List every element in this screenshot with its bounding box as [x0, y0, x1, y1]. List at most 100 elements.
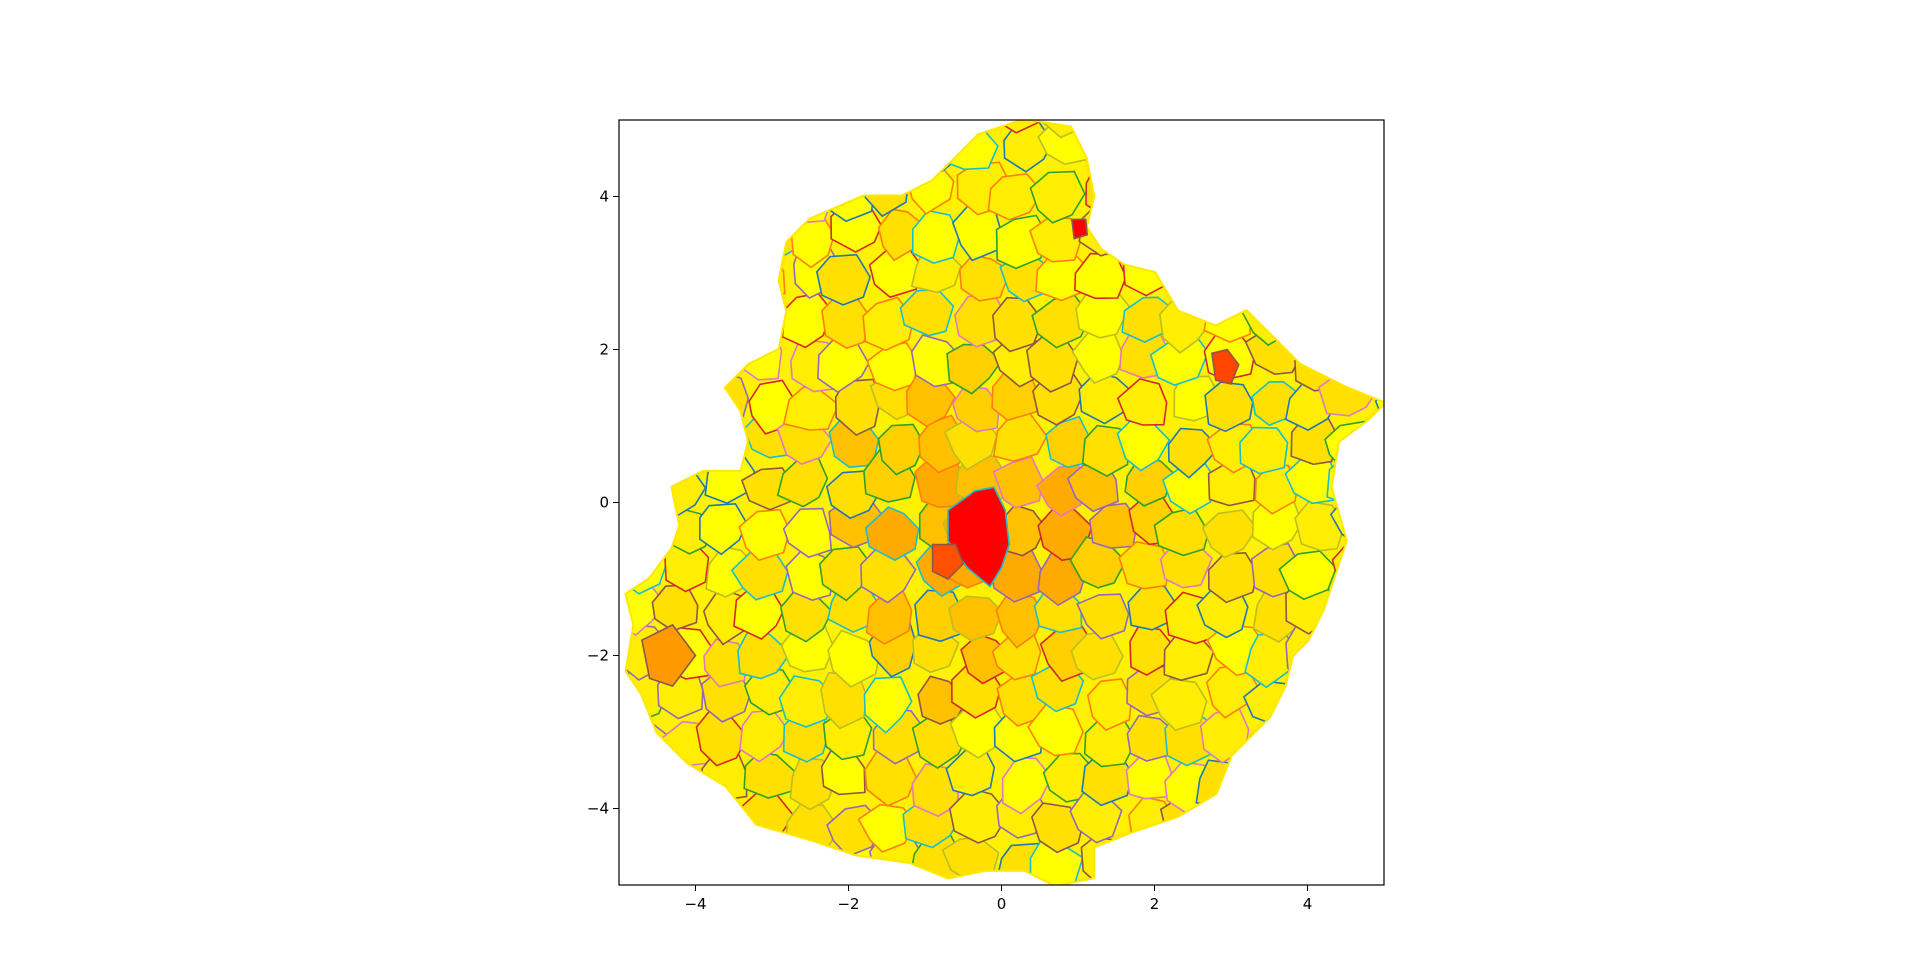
region-cell [1079, 120, 1127, 129]
region-cell [626, 500, 662, 549]
region-cell [1171, 120, 1219, 132]
region-cell [1029, 170, 1086, 224]
region-cell [1294, 286, 1344, 348]
region-cell [1371, 706, 1384, 760]
region-cell [738, 508, 791, 562]
region-cell [1078, 372, 1134, 425]
x-tick-label: 0 [997, 895, 1007, 913]
region-cell [834, 378, 881, 437]
region-cell [1324, 757, 1378, 808]
region-cell [626, 242, 666, 295]
region-cell [663, 120, 711, 137]
region-cell [1204, 381, 1254, 433]
hotspot-east [1211, 348, 1240, 385]
region-cell [666, 120, 713, 174]
region-cell [703, 638, 748, 688]
region-cell [626, 376, 668, 424]
region-cell [995, 591, 1044, 649]
region-cell [1287, 249, 1344, 309]
region-cell [793, 120, 842, 141]
region-cell [912, 209, 961, 264]
region-cell [706, 246, 761, 297]
region-cell [1374, 838, 1384, 885]
region-cell [1245, 120, 1300, 136]
region-cell [1167, 427, 1221, 479]
region-cell [827, 629, 882, 688]
region-cell [1239, 426, 1289, 475]
region-cell [780, 122, 833, 178]
region-cell [1027, 703, 1084, 757]
region-cell [1086, 678, 1133, 732]
region-cell [1363, 204, 1384, 257]
region-cell [1028, 217, 1084, 263]
region-cell [877, 423, 926, 476]
region-cell [626, 415, 666, 462]
region-cell [626, 792, 673, 841]
region-cell [864, 506, 920, 562]
hotspot-north [1070, 218, 1089, 240]
region-cell [857, 803, 917, 853]
plot-area [624, 120, 1384, 885]
region-cell [696, 411, 747, 466]
region-cell [1321, 667, 1377, 719]
x-tick-label: −4 [684, 895, 706, 913]
region-cell [1330, 838, 1381, 885]
region-cell [1207, 551, 1258, 604]
y-tick-label: 2 [599, 341, 609, 359]
region-cell [1153, 168, 1207, 222]
region-cell [1212, 165, 1259, 215]
region-cell [1124, 834, 1173, 885]
region-cell [665, 256, 711, 312]
region-cell [1084, 120, 1139, 167]
region-cell [1339, 342, 1384, 388]
region-cell [1374, 381, 1384, 440]
region-cell [698, 285, 752, 338]
hotspot-regions [640, 218, 1240, 688]
region-cell [1369, 552, 1384, 598]
region-cell [1287, 744, 1336, 796]
region-cell [1374, 589, 1384, 643]
region-cell [1370, 294, 1384, 348]
region-cell [958, 254, 1012, 302]
y-tick-label: 4 [599, 188, 609, 206]
region-cell [1373, 617, 1384, 670]
region-cell [659, 421, 706, 473]
region-cell [1081, 424, 1131, 478]
y-axis: 4 2 0 −2 −4 [587, 188, 619, 818]
region-cell [1115, 162, 1171, 211]
region-cell [702, 120, 758, 133]
region-cell [1367, 325, 1384, 385]
region-cell [1278, 550, 1338, 601]
region-cell [1201, 509, 1258, 559]
region-cell [626, 837, 674, 885]
region-cell [1118, 541, 1171, 590]
region-cell [744, 206, 796, 263]
region-cell [1088, 502, 1139, 549]
region-cell [1241, 751, 1294, 808]
region-cell [1334, 165, 1384, 223]
region-cell [699, 800, 748, 858]
region-cell [987, 172, 1044, 221]
region-cell [1076, 593, 1130, 640]
region-cell [1213, 120, 1265, 176]
region-cell [1324, 581, 1379, 634]
region-cell [992, 455, 1044, 509]
region-cell [1325, 211, 1375, 259]
region-cell [649, 298, 709, 351]
x-tick-label: 2 [1150, 895, 1160, 913]
region-cell [626, 465, 663, 522]
region-cell [1248, 212, 1300, 264]
region-cell [874, 120, 928, 171]
region-cell [661, 171, 714, 220]
region-cells [626, 120, 1384, 885]
region-cell [1282, 709, 1333, 768]
region-cell [948, 787, 1010, 844]
y-tick-label: 0 [599, 494, 609, 512]
region-cell [1326, 288, 1377, 336]
region-cell [1372, 802, 1384, 857]
region-cell [877, 208, 929, 262]
region-cell [1116, 378, 1168, 426]
region-cell [1367, 661, 1384, 713]
region-cell [1366, 509, 1384, 557]
